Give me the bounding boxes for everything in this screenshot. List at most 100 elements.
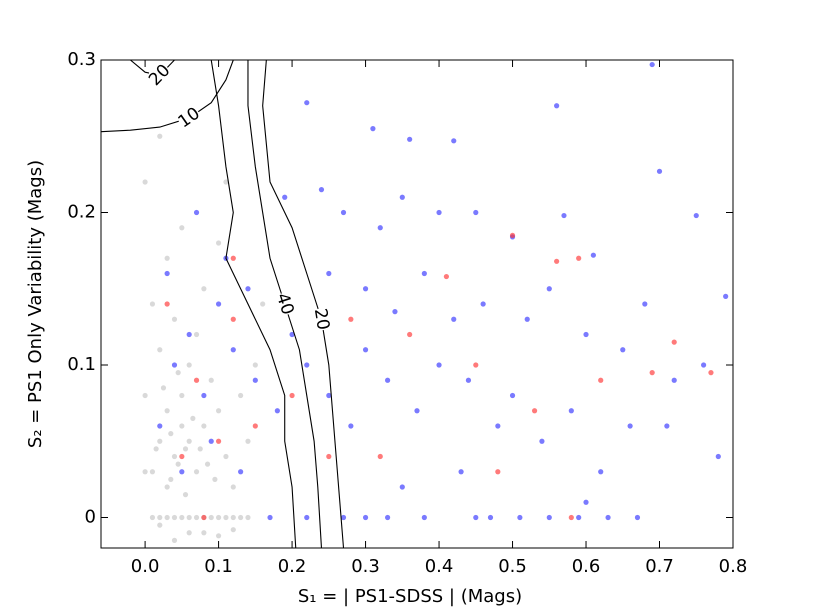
point [157,514,163,521]
y-axis-label: S₂ = PS1 Only Variability (Mags) [25,160,46,448]
point [197,446,203,452]
point [348,423,354,429]
point [340,209,347,216]
point [634,514,641,521]
point [458,469,464,475]
point [377,453,383,460]
point [215,240,222,246]
point [546,286,552,292]
point [554,103,560,109]
x-tick-label: 0.0 [131,556,160,577]
point [421,514,427,521]
point [451,316,457,322]
axes-frame [100,59,734,549]
x-tick-label: 0.7 [645,556,674,577]
point [193,514,200,521]
point [164,301,170,307]
point [171,362,178,368]
point [671,339,677,345]
point [260,301,266,307]
point [583,499,589,505]
point [208,438,214,444]
point [436,362,442,368]
point [451,138,457,144]
point [495,423,501,429]
point [157,347,163,353]
point [142,392,148,399]
contour-label: 10 [175,104,204,133]
point [348,316,354,322]
y-tick-label: 0 [85,507,96,528]
point [193,469,200,475]
point [590,252,596,258]
point [385,514,391,521]
x-tick-label: 0.4 [425,556,454,577]
point [179,423,185,429]
point [568,514,574,521]
point [443,273,449,280]
point [164,270,170,277]
point [487,514,494,521]
point [215,514,222,521]
contour-label: 20 [310,307,333,332]
y-tick-label: 0.2 [67,202,96,223]
point [252,362,258,368]
point [223,453,229,460]
point [201,530,207,536]
point [561,212,567,219]
point [215,301,222,307]
point [473,209,479,216]
point [223,179,229,185]
point [245,438,251,444]
point [230,527,236,533]
point [377,225,383,231]
x-tick-label: 0.1 [204,556,233,577]
point [627,423,633,429]
point [274,408,280,414]
point [671,377,677,383]
point [509,232,516,238]
point [186,514,192,521]
point [193,331,200,338]
point [304,514,310,521]
point [289,392,295,399]
point [326,270,332,277]
point [252,423,258,429]
point [164,514,170,521]
point [495,469,501,475]
contour-label-bg [178,106,201,129]
point [326,453,332,460]
point [179,392,185,399]
point [164,408,170,414]
point [598,377,604,383]
point [392,309,398,315]
point [201,392,207,399]
point [215,408,222,414]
point [175,461,181,467]
point [576,514,582,521]
point [362,347,369,353]
point [620,347,626,353]
point [701,362,707,368]
y-tick-label: 0.1 [67,354,96,375]
contour-label-bg [273,293,296,315]
point [164,255,170,261]
point [179,514,185,521]
x-tick-label: 0.3 [351,556,380,577]
x-axis-label: S₁ = | PS1-SDSS | (Mags) [298,586,522,607]
point [517,514,523,521]
point [605,514,611,521]
point [230,255,236,261]
point [399,194,405,200]
point [554,258,560,264]
point [157,423,163,429]
point [223,514,229,521]
point [168,431,174,437]
point [370,126,376,132]
point [649,61,655,68]
point [480,301,486,307]
point [576,255,582,261]
x-tick-label: 0.5 [498,556,527,577]
contour-label-bg [310,308,333,331]
point [186,362,192,368]
